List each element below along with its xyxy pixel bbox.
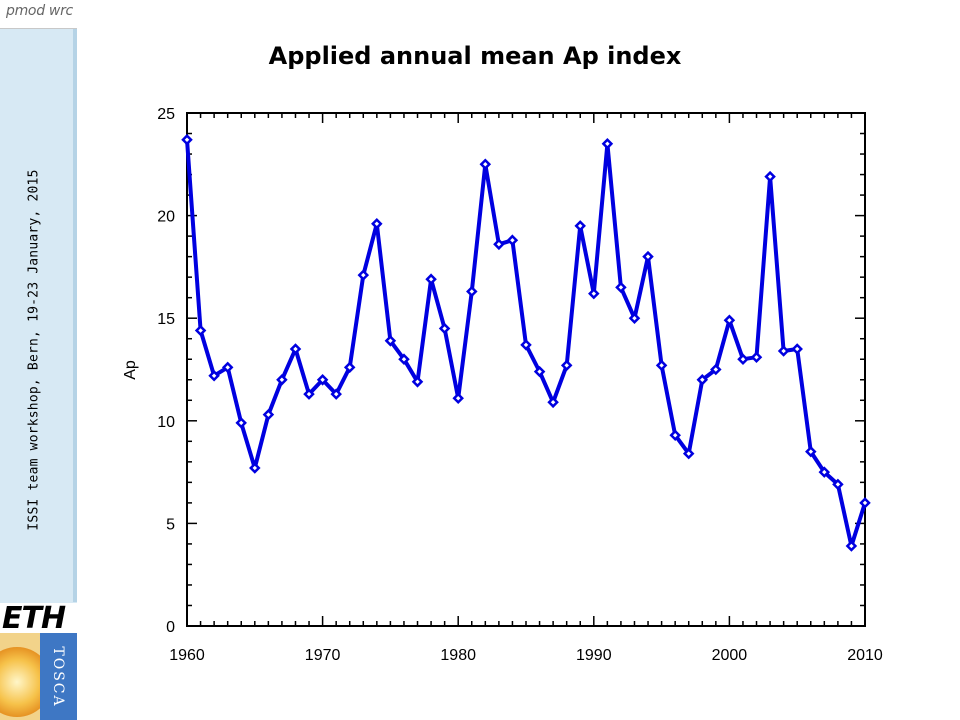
data-point: [859, 497, 871, 509]
data-point: [805, 445, 817, 458]
data-point: [235, 417, 247, 429]
x-tick-label: 1970: [305, 647, 341, 664]
data-point: [438, 322, 451, 335]
x-tick-label: 1960: [169, 647, 205, 664]
data-point: [208, 369, 220, 382]
x-tick-label: 1980: [440, 647, 476, 664]
x-tick-label: 2010: [847, 647, 883, 664]
data-point: [276, 374, 288, 386]
data-point: [357, 269, 370, 281]
data-point: [696, 374, 709, 386]
data-point: [303, 388, 315, 400]
axis-ticks: [186, 112, 866, 627]
data-point: [737, 353, 749, 365]
data-point: [832, 478, 844, 491]
data-point: [181, 133, 193, 146]
data-point: [533, 365, 546, 378]
pmod-wrc-logo: pmod wrc: [0, 0, 77, 29]
tick-labels: 1960 1970 1980 1990 2000 2010 0 5 10 15 20 25: [157, 106, 883, 664]
data-point: [371, 218, 383, 230]
data-point: [411, 376, 424, 388]
data-point: [560, 359, 573, 372]
eth-logo-text: ETH: [2, 601, 66, 636]
data-point: [669, 429, 681, 441]
data-point: [750, 351, 763, 363]
data-point: [615, 281, 627, 294]
data-point: [425, 273, 437, 285]
y-tick-label: 20: [157, 209, 175, 226]
data-point: [682, 447, 695, 460]
data-point: [818, 466, 831, 478]
plot-frame: [186, 112, 866, 627]
y-tick-label: 15: [157, 311, 175, 328]
data-point: [791, 343, 803, 355]
data-point: [628, 312, 641, 324]
data-point: [642, 250, 654, 263]
tosca-logo: TOSCA: [0, 633, 77, 720]
data-point: [710, 363, 722, 376]
data-point: [221, 361, 234, 374]
y-tick-label: 5: [166, 516, 175, 533]
data-point: [764, 170, 776, 183]
data-point: [601, 138, 614, 150]
data-point: [343, 361, 356, 374]
data-point: [384, 335, 397, 347]
y-tick-label: 10: [157, 414, 175, 431]
data-point: [398, 353, 410, 365]
data-point: [723, 314, 736, 327]
y-axis-label: Ap: [122, 360, 139, 380]
sidebar-edge: [73, 28, 77, 602]
data-point: [316, 374, 329, 386]
data-point: [845, 540, 858, 552]
data-point: [262, 408, 275, 421]
data-point: [777, 345, 790, 357]
x-tick-label: 2000: [712, 647, 748, 664]
data-point: [547, 396, 559, 409]
data-point: [289, 343, 302, 355]
data-point: [493, 238, 505, 251]
eth-logo: ETH: [0, 601, 77, 636]
y-tick-label: 0: [166, 619, 175, 636]
x-tick-label: 1990: [576, 647, 612, 664]
sidebar: pmod wrc ISSI team workshop, Bern, 19-23…: [0, 0, 77, 720]
data-point: [466, 285, 478, 298]
tosca-logo-band: [40, 633, 77, 720]
data-point: [330, 388, 342, 400]
data-point: [194, 324, 207, 337]
data-point: [655, 359, 668, 372]
data-point: [520, 339, 532, 351]
data-point: [506, 234, 519, 246]
data-point: [249, 462, 261, 474]
pmod-wrc-logo-text: pmod wrc: [6, 3, 73, 19]
data-points: [181, 133, 871, 552]
data-point: [479, 158, 492, 171]
data-point: [452, 392, 464, 404]
chart-title: Applied annual mean Ap index: [268, 42, 682, 70]
data-point: [574, 220, 586, 232]
data-point: [588, 287, 600, 300]
y-tick-label: 25: [157, 106, 175, 123]
